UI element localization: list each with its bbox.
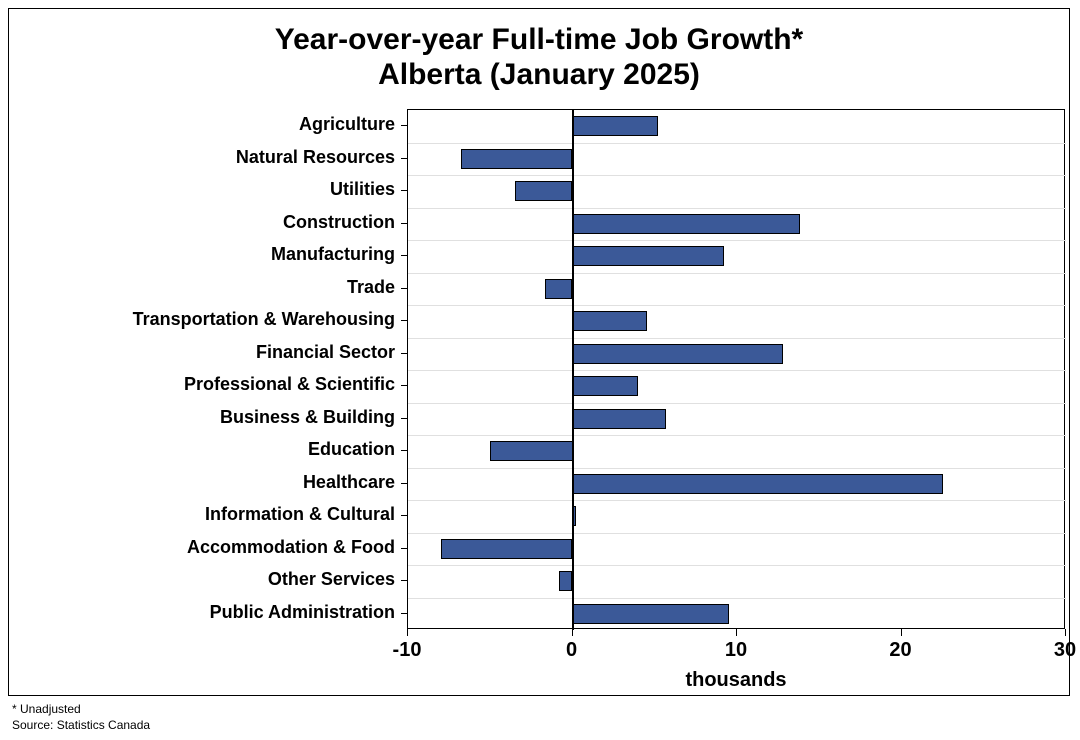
bar: [573, 311, 647, 331]
y-tick: [401, 125, 407, 126]
y-tick: [401, 548, 407, 549]
y-category-label: Utilities: [330, 179, 395, 200]
y-category-label: Accommodation & Food: [187, 537, 395, 558]
x-tick-label: 30: [1054, 639, 1076, 662]
bar: [573, 246, 724, 266]
y-tick: [401, 320, 407, 321]
y-tick: [401, 580, 407, 581]
h-gridline: [408, 533, 1066, 534]
chart-title-line2: Alberta (January 2025): [9, 58, 1069, 93]
h-gridline: [408, 175, 1066, 176]
bar: [441, 539, 573, 559]
x-tick: [901, 629, 902, 636]
bar: [545, 279, 573, 299]
footnote-unadjusted: * Unadjusted: [12, 702, 81, 716]
x-tick: [736, 629, 737, 636]
y-tick: [401, 288, 407, 289]
bar: [461, 149, 573, 169]
h-gridline: [408, 500, 1066, 501]
x-tick-label: 0: [566, 639, 577, 662]
h-gridline: [408, 370, 1066, 371]
y-category-label: Other Services: [268, 569, 395, 590]
h-gridline: [408, 143, 1066, 144]
chart-title-line1: Year-over-year Full-time Job Growth*: [9, 23, 1069, 58]
h-gridline: [408, 468, 1066, 469]
bar: [573, 409, 667, 429]
x-tick-label: 10: [725, 639, 747, 662]
chart-frame: Year-over-year Full-time Job Growth* Alb…: [8, 8, 1070, 696]
y-category-label: Professional & Scientific: [184, 374, 395, 395]
y-category-label: Healthcare: [303, 472, 395, 493]
footnote-source: Source: Statistics Canada: [12, 718, 150, 732]
x-tick: [572, 629, 573, 636]
y-category-label: Public Administration: [210, 602, 395, 623]
bar: [573, 344, 784, 364]
y-category-label: Manufacturing: [271, 244, 395, 265]
x-axis-label: thousands: [676, 669, 796, 692]
x-tick-label: -10: [393, 639, 422, 662]
zero-line: [572, 110, 574, 630]
h-gridline: [408, 305, 1066, 306]
y-tick: [401, 515, 407, 516]
h-gridline: [408, 208, 1066, 209]
y-tick: [401, 255, 407, 256]
h-gridline: [408, 598, 1066, 599]
y-category-label: Financial Sector: [256, 342, 395, 363]
h-gridline: [408, 435, 1066, 436]
y-category-label: Construction: [283, 212, 395, 233]
h-gridline: [408, 273, 1066, 274]
y-tick: [401, 158, 407, 159]
y-category-label: Business & Building: [220, 407, 395, 428]
x-tick-label: 20: [889, 639, 911, 662]
plot-area: [407, 109, 1065, 629]
bar: [573, 214, 800, 234]
h-gridline: [408, 565, 1066, 566]
h-gridline: [408, 338, 1066, 339]
bar: [573, 116, 659, 136]
x-tick: [407, 629, 408, 636]
y-category-label: Education: [308, 439, 395, 460]
y-tick: [401, 483, 407, 484]
y-category-label: Trade: [347, 277, 395, 298]
y-tick: [401, 223, 407, 224]
y-category-label: Agriculture: [299, 114, 395, 135]
y-tick: [401, 190, 407, 191]
bar: [490, 441, 572, 461]
bar: [573, 376, 639, 396]
y-tick: [401, 418, 407, 419]
y-tick: [401, 385, 407, 386]
y-category-label: Information & Cultural: [205, 504, 395, 525]
bar: [515, 181, 573, 201]
h-gridline: [408, 403, 1066, 404]
x-tick: [1065, 629, 1066, 636]
y-category-label: Natural Resources: [236, 147, 395, 168]
y-tick: [401, 613, 407, 614]
y-tick: [401, 353, 407, 354]
h-gridline: [408, 240, 1066, 241]
bar: [559, 571, 572, 591]
y-category-label: Transportation & Warehousing: [133, 309, 395, 330]
bar: [573, 474, 943, 494]
bar: [573, 604, 729, 624]
chart-title: Year-over-year Full-time Job Growth* Alb…: [9, 23, 1069, 92]
y-tick: [401, 450, 407, 451]
